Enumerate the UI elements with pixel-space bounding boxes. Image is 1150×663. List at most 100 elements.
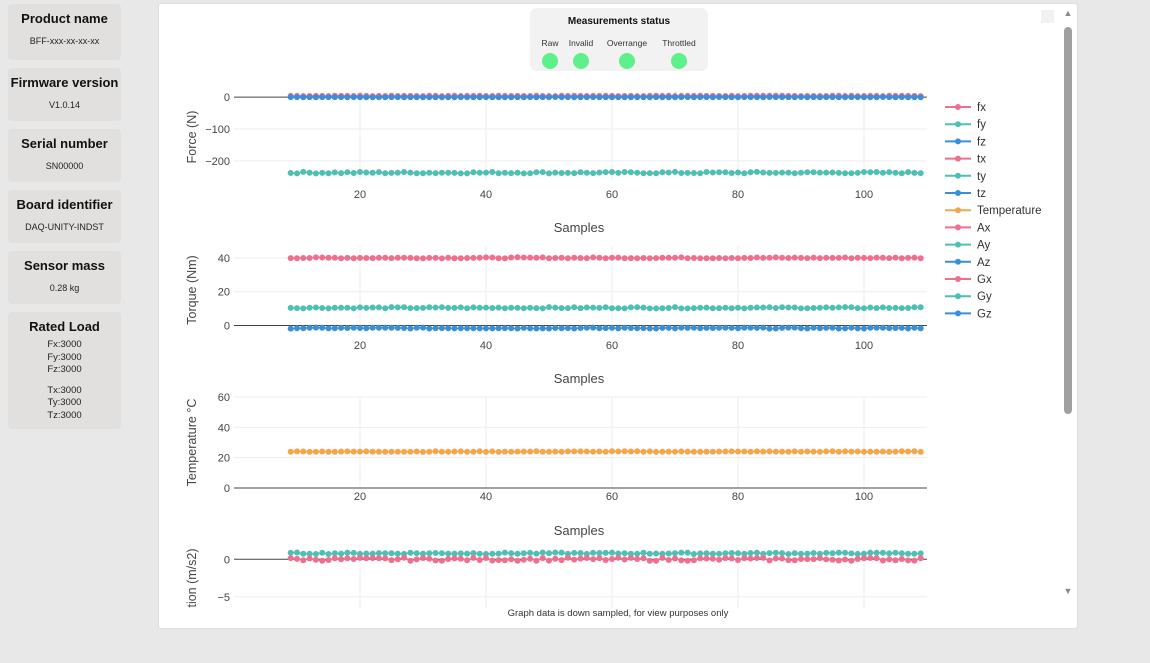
data-point [501,557,508,564]
y-tick-label: 0 [224,321,230,333]
data-point [634,255,641,262]
data-point [854,448,861,455]
data-point [659,94,666,101]
data-point [760,448,767,455]
legend-item-fx[interactable]: fx [945,102,986,114]
data-point [791,254,798,261]
legend-marker [955,155,961,162]
legend-item-tz[interactable]: tz [945,188,986,200]
board-title: Board identifier [16,197,113,212]
data-point [842,556,849,563]
legend-item-Gx[interactable]: Gx [945,274,992,286]
data-point [413,94,420,101]
data-point [905,305,912,311]
data-point [785,324,792,331]
legend-item-Ay[interactable]: Ay [945,240,990,252]
data-point [527,94,534,101]
legend-item-Temperature[interactable]: Temperature [945,205,1042,217]
data-point [350,255,357,262]
data-point [640,555,647,562]
data-point [653,170,660,177]
data-point [703,94,710,101]
data-point [596,304,603,311]
scroll-up-arrow-icon[interactable]: ▲ [1063,8,1073,18]
data-point [753,304,760,311]
data-point [457,170,464,177]
data-point [697,325,704,332]
data-point [842,448,849,455]
data-point [495,448,502,455]
data-point [665,448,672,455]
data-point [842,549,849,556]
data-point [577,550,584,556]
data-point [873,169,880,175]
data-point [300,255,307,261]
data-point [331,448,338,455]
legend-label: Ay [977,240,990,252]
legend-item-fz[interactable]: fz [945,136,986,148]
data-point [546,448,552,455]
data-point [646,170,653,177]
data-point [596,254,603,261]
data-point [627,304,634,311]
legend-item-tx[interactable]: tx [945,154,986,166]
data-point [653,305,660,312]
rated-load-title: Rated Load [29,319,100,334]
data-point [350,324,357,331]
legend-item-fy[interactable]: fy [945,119,986,131]
data-point [684,324,691,331]
data-point [804,448,811,455]
data-point [495,557,502,564]
data-point [835,325,842,332]
data-point [438,550,445,557]
data-point [917,94,924,101]
data-point [407,549,414,556]
data-point [426,550,433,557]
data-point [697,304,704,311]
data-point [325,325,332,332]
data-point [470,304,477,311]
modebar-toggle[interactable] [1041,10,1054,23]
product-name-card: Product name BFF-xxx-xx-xx-xx [8,4,121,60]
data-point [917,304,924,311]
data-point [577,94,584,101]
data-point [672,168,678,175]
scroll-down-arrow-icon[interactable]: ▼ [1063,586,1073,596]
data-point [590,549,597,556]
data-point [873,324,880,331]
scrollbar-thumb[interactable] [1064,27,1072,414]
panel-scrollbar[interactable]: ▲ ▼ [1062,8,1074,604]
legend-item-Gz[interactable]: Gz [945,308,992,320]
data-point [886,448,893,455]
data-point [829,448,836,455]
data-point [357,554,363,561]
data-point [363,94,370,101]
data-point [678,448,685,455]
status-invalid: Invalid [564,38,598,69]
data-point [571,254,578,261]
legend-item-Ax[interactable]: Ax [945,222,991,234]
data-point [583,555,590,561]
data-point [905,325,912,332]
legend-item-Gy[interactable]: Gy [945,291,992,303]
data-point [470,325,477,332]
data-point [445,169,452,176]
rated-load-fy: Fy:3000 [47,351,82,363]
data-point [312,556,319,563]
legend-item-ty[interactable]: ty [945,171,986,183]
data-point [760,94,767,101]
legend-item-Az[interactable]: Az [945,257,991,269]
legend-label: tz [977,188,986,200]
data-point [816,555,823,562]
data-point [747,324,754,331]
data-point [835,304,842,311]
data-point [457,555,464,562]
x-tick-label: 40 [480,491,492,503]
data-point [407,305,414,312]
data-point [659,448,666,455]
data-point [407,94,414,101]
data-point [438,255,445,262]
data-point [571,549,578,556]
data-point [709,555,716,562]
data-point [394,448,401,455]
